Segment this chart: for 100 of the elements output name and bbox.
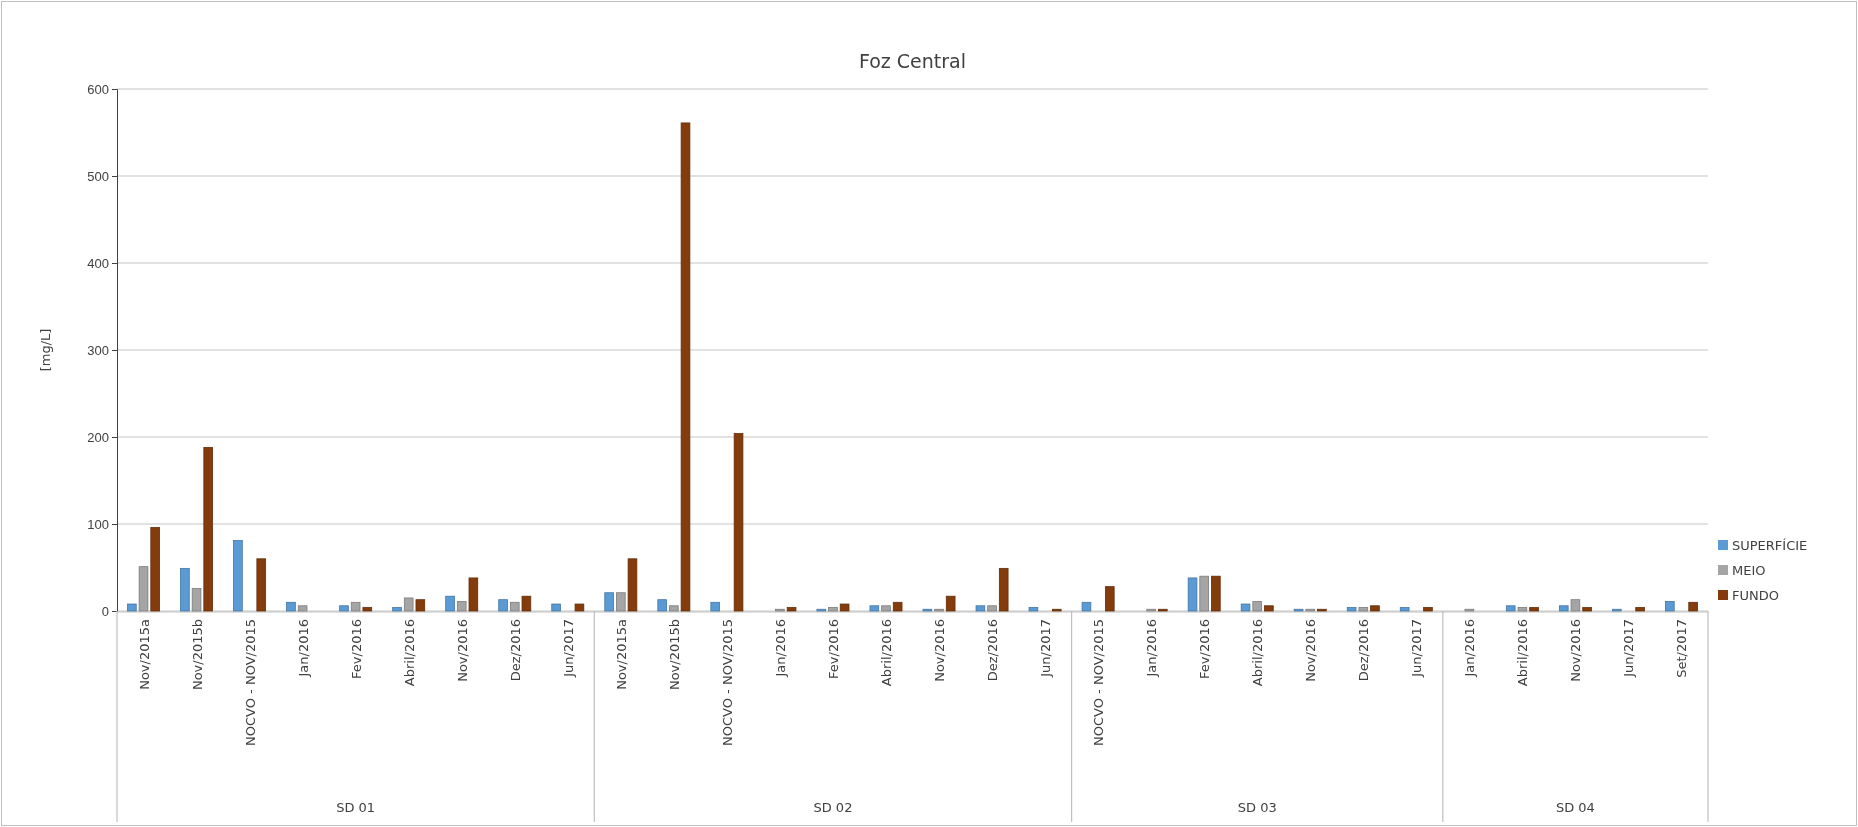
bar	[892, 601, 903, 612]
bar	[286, 601, 296, 612]
x-tick-label: Jan/2016	[1144, 619, 1160, 678]
x-tick-label: Dez/2016	[985, 619, 1001, 682]
bar	[415, 599, 426, 612]
chart-title: Foz Central	[858, 50, 967, 72]
bar	[551, 603, 561, 612]
bar	[616, 592, 626, 612]
bar	[975, 605, 986, 612]
bar	[869, 605, 880, 612]
bar	[604, 592, 614, 612]
x-tick-label: Nov/2015a	[613, 619, 629, 690]
x-tick-label: Abril/2016	[878, 619, 894, 687]
bar	[1688, 601, 1698, 612]
bar	[1423, 607, 1433, 612]
x-tick-label: Nov/2015b	[666, 619, 682, 691]
bar	[1252, 601, 1262, 612]
bar	[1505, 605, 1516, 612]
bar	[945, 595, 956, 612]
bar	[998, 567, 1009, 612]
bar	[1081, 601, 1092, 612]
x-tick-label: Abril/2016	[401, 619, 417, 687]
y-tick-label: 0	[101, 603, 109, 619]
legend-label: MEIO	[1732, 563, 1766, 578]
bar	[828, 607, 838, 612]
bar	[1665, 601, 1675, 612]
bar	[403, 597, 414, 612]
bar	[669, 605, 679, 612]
x-tick-label: Fev/2016	[348, 619, 364, 679]
bar	[710, 601, 720, 612]
x-tick-label: NOCVO - NOV/2015	[719, 619, 735, 746]
bar	[1346, 607, 1357, 612]
bar	[1211, 575, 1221, 612]
legend-label: SUPERFÍCIE	[1732, 538, 1808, 553]
x-tick-label: Fev/2016	[825, 619, 841, 679]
bar	[339, 605, 349, 612]
bar	[297, 605, 308, 612]
bar	[881, 605, 891, 612]
bar	[1399, 607, 1410, 612]
bar	[1105, 586, 1115, 612]
x-tick-label: NOCVO - NOV/2015	[242, 619, 258, 746]
bar	[1370, 605, 1380, 612]
x-tick-label: Nov/2016	[1303, 619, 1319, 682]
bar	[150, 527, 160, 612]
bar	[138, 566, 149, 612]
x-tick-label: Nov/2016	[1568, 619, 1584, 682]
bar	[256, 558, 267, 612]
x-tick-label: Nov/2015b	[189, 619, 205, 691]
y-tick-label: 100	[87, 516, 109, 532]
y-tick-label: 200	[87, 429, 109, 445]
x-tick-label: Jun/2017	[1409, 619, 1425, 678]
bar	[786, 607, 797, 612]
bar	[1240, 603, 1251, 612]
bar	[456, 601, 467, 612]
bar	[127, 603, 137, 612]
bar	[680, 122, 691, 612]
bar	[180, 567, 190, 612]
x-tick-label: Abril/2016	[1515, 619, 1531, 687]
y-axis-title: [mg/L]	[38, 328, 53, 372]
bar	[521, 595, 532, 612]
bar	[839, 603, 850, 612]
y-tick-label: 400	[87, 255, 109, 271]
x-tick-label: Jun/2017	[1621, 619, 1637, 678]
bar	[445, 595, 455, 612]
bar	[350, 601, 361, 612]
x-tick-label: Nov/2016	[932, 619, 948, 682]
bar	[987, 605, 997, 612]
bar	[392, 607, 402, 612]
y-tick-label: 600	[87, 81, 109, 97]
x-tick-label: Dez/2016	[507, 619, 523, 682]
bar	[233, 540, 243, 612]
text: SD 03	[1237, 800, 1277, 815]
bar	[1028, 607, 1039, 612]
x-tick-label: Dez/2016	[1356, 619, 1372, 682]
bar	[1529, 607, 1539, 612]
y-tick-label: 500	[87, 168, 109, 184]
bar	[1582, 607, 1592, 612]
bar	[1570, 599, 1581, 612]
y-tick-label: 300	[87, 342, 109, 358]
bar	[733, 433, 744, 612]
bar	[1187, 577, 1198, 612]
bar	[468, 577, 479, 612]
bar	[203, 447, 213, 612]
bar	[1635, 607, 1645, 612]
text: SD 04	[1555, 800, 1595, 815]
x-tick-label: Jan/2016	[1462, 619, 1478, 678]
bar	[191, 587, 202, 612]
bar	[509, 601, 520, 612]
x-tick-label: Nov/2016	[454, 619, 470, 682]
bar	[1199, 575, 1209, 612]
x-tick-label: Jan/2016	[295, 619, 311, 678]
bar	[498, 599, 508, 612]
bar	[1264, 605, 1274, 612]
bar	[627, 558, 638, 612]
legend-label: FUNDO	[1732, 588, 1779, 603]
x-tick-label: Jun/2017	[560, 619, 576, 678]
x-tick-label: Set/2017	[1674, 619, 1690, 678]
bar	[1558, 605, 1569, 612]
x-tick-label: Nov/2015a	[136, 619, 152, 690]
x-tick-label: NOCVO - NOV/2015	[1091, 619, 1107, 746]
